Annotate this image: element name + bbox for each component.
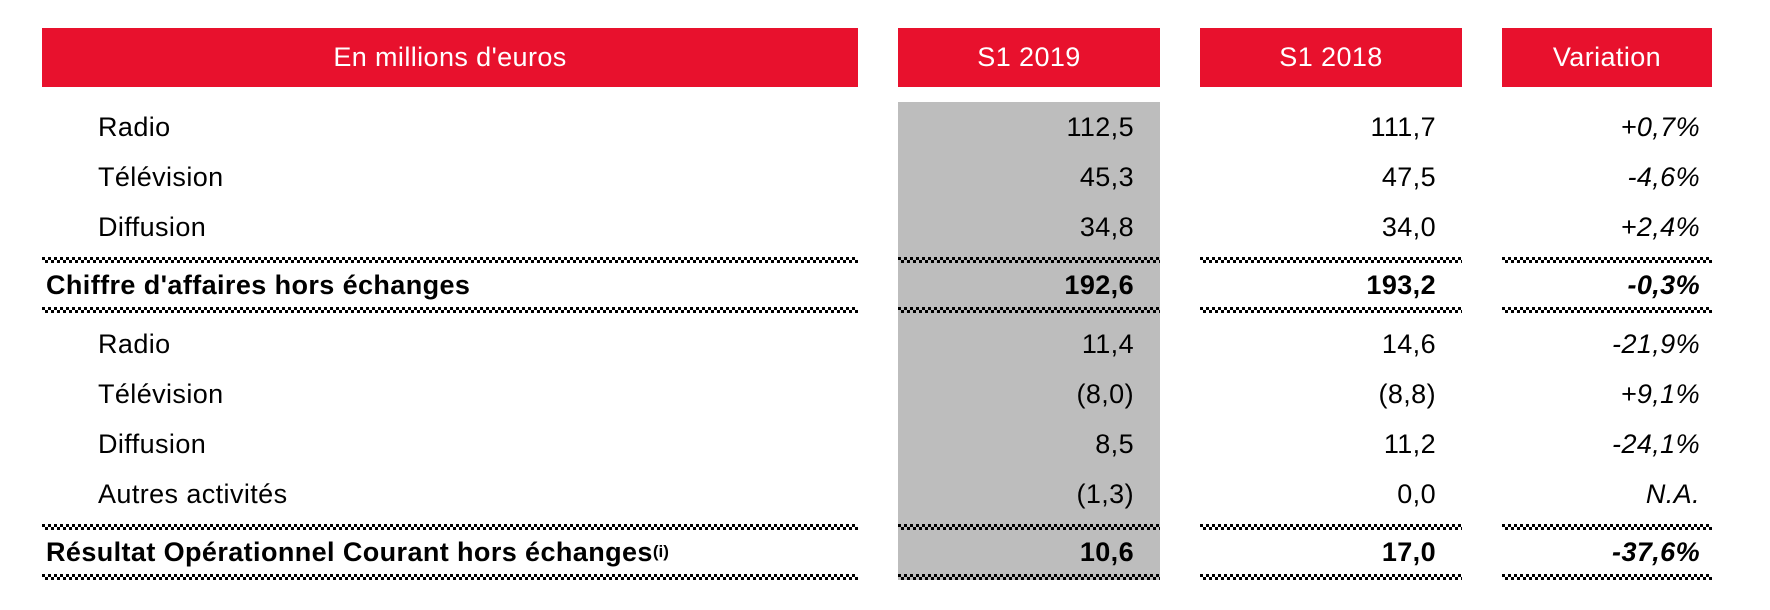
cell-variation: +0,7% bbox=[1620, 111, 1700, 142]
table-body: Radio 112,5 111,7 +0,7% Télévision 45,3 47,5 -4… bbox=[0, 102, 1770, 586]
dashed-rule-segment bbox=[1502, 307, 1712, 313]
cell-s1-2018: 0,0 bbox=[1397, 478, 1436, 509]
cell-s1-2018: 34,0 bbox=[1381, 211, 1436, 242]
cell-s1-2019: 112,5 bbox=[1066, 111, 1134, 142]
cell-s1-2018: 111,7 bbox=[1370, 111, 1436, 142]
dashed-rule-row bbox=[42, 257, 1770, 263]
row-label-text: Radio bbox=[98, 111, 171, 142]
dashed-rule-segment bbox=[898, 574, 1160, 580]
row-label: Diffusion bbox=[42, 419, 858, 469]
cell-variation: -21,9% bbox=[1612, 328, 1700, 359]
row-label: Radio bbox=[42, 102, 858, 152]
cell-s1-2018: 193,2 bbox=[1366, 269, 1436, 300]
row-label-text: Diffusion bbox=[98, 211, 207, 242]
cell-variation: +9,1% bbox=[1620, 378, 1700, 409]
row-label-text: Chiffre d'affaires hors échanges bbox=[46, 269, 471, 300]
column-header-variation: Variation bbox=[1502, 28, 1712, 87]
cell-s1-2019: (8,0) bbox=[1076, 378, 1134, 409]
cell-s1-2019: 34,8 bbox=[1079, 211, 1134, 242]
column-header-unit: En millions d'euros bbox=[42, 28, 858, 87]
table-section-row: Chiffre d'affaires hors échanges 192,6 193… bbox=[42, 263, 1770, 307]
table-row: Diffusion 34,8 34,0 +2,4% bbox=[42, 202, 1770, 252]
row-label-text: Télévision bbox=[98, 378, 224, 409]
row-label: Télévision bbox=[42, 152, 858, 202]
row-label-text: Résultat Opérationnel Courant hors échan… bbox=[46, 536, 653, 567]
row-label: Résultat Opérationnel Courant hors échan… bbox=[46, 536, 669, 567]
dashed-rule-segment bbox=[1200, 307, 1462, 313]
cell-variation: -4,6% bbox=[1627, 161, 1700, 192]
row-label-text: Télévision bbox=[98, 161, 224, 192]
row-label-text: Autres activités bbox=[98, 478, 288, 509]
s1-2019-highlight-column bbox=[898, 102, 1160, 580]
row-label: Radio bbox=[42, 319, 858, 369]
column-header-s1-2018: S1 2018 bbox=[1200, 28, 1462, 87]
cell-s1-2018: (8,8) bbox=[1378, 378, 1436, 409]
dashed-rule-segment bbox=[42, 307, 858, 313]
dashed-rule-segment bbox=[1502, 524, 1712, 530]
dashed-rule-row bbox=[42, 574, 1770, 580]
column-header-s1-2019: S1 2019 bbox=[898, 28, 1160, 87]
cell-s1-2019: 192,6 bbox=[1064, 269, 1134, 300]
dashed-rule-segment bbox=[42, 574, 858, 580]
table-section-row: Résultat Opérationnel Courant hors échan… bbox=[42, 530, 1770, 574]
dashed-rule-row bbox=[42, 307, 1770, 313]
top-margin bbox=[0, 0, 1770, 28]
cell-s1-2018: 47,5 bbox=[1381, 161, 1436, 192]
dashed-rule-segment bbox=[42, 524, 858, 530]
table-row: Radio 112,5 111,7 +0,7% bbox=[42, 102, 1770, 152]
dashed-rule-row bbox=[42, 524, 1770, 530]
dashed-rule-segment bbox=[1502, 574, 1712, 580]
table-row: Télévision (8,0) (8,8) +9,1% bbox=[42, 369, 1770, 419]
row-label-text: Radio bbox=[98, 328, 171, 359]
dashed-rule-segment bbox=[1200, 524, 1462, 530]
dashed-rule-segment bbox=[898, 257, 1160, 263]
dashed-rule-segment bbox=[1200, 574, 1462, 580]
cell-s1-2019: 10,6 bbox=[1079, 536, 1134, 567]
table-row: Radio 11,4 14,6 -21,9% bbox=[42, 319, 1770, 369]
row-label-text: Diffusion bbox=[98, 428, 207, 459]
row-spacer bbox=[0, 580, 1770, 586]
table-header-row: En millions d'euros S1 2019 S1 2018 Vari… bbox=[42, 28, 1770, 87]
cell-s1-2019: 45,3 bbox=[1079, 161, 1134, 192]
cell-s1-2018: 14,6 bbox=[1381, 328, 1436, 359]
dashed-rule-segment bbox=[42, 257, 858, 263]
cell-s1-2018: 17,0 bbox=[1381, 536, 1436, 567]
dashed-rule-segment bbox=[1200, 257, 1462, 263]
cell-variation: -0,3% bbox=[1627, 269, 1700, 300]
dashed-rule-segment bbox=[898, 524, 1160, 530]
cell-s1-2018: 11,2 bbox=[1383, 428, 1436, 459]
cell-s1-2019: 11,4 bbox=[1081, 328, 1134, 359]
cell-s1-2019: (1,3) bbox=[1076, 478, 1134, 509]
cell-s1-2019: 8,5 bbox=[1095, 428, 1134, 459]
table-row: Diffusion 8,5 11,2 -24,1% bbox=[42, 419, 1770, 469]
dashed-rule-segment bbox=[898, 307, 1160, 313]
cell-variation: -24,1% bbox=[1612, 428, 1700, 459]
dashed-rule-segment bbox=[1502, 257, 1712, 263]
table-row: Télévision 45,3 47,5 -4,6% bbox=[42, 152, 1770, 202]
header-gap bbox=[0, 87, 1770, 102]
row-label: Chiffre d'affaires hors échanges bbox=[42, 263, 858, 307]
cell-variation: N.A. bbox=[1645, 478, 1700, 509]
row-label: Autres activités bbox=[42, 469, 858, 519]
row-label: Télévision bbox=[42, 369, 858, 419]
cell-variation: +2,4% bbox=[1620, 211, 1700, 242]
row-label: Diffusion bbox=[42, 202, 858, 252]
cell-variation: -37,6% bbox=[1612, 536, 1700, 567]
table-row: Autres activités (1,3) 0,0 N.A. bbox=[42, 469, 1770, 519]
